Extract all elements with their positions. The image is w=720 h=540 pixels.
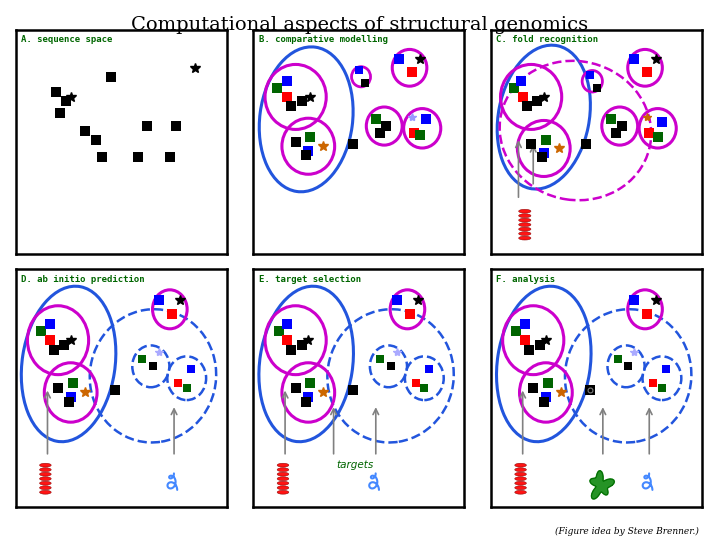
- Text: C. fold recognition: C. fold recognition: [496, 35, 598, 44]
- Ellipse shape: [515, 490, 526, 494]
- Ellipse shape: [518, 210, 531, 213]
- Ellipse shape: [518, 214, 531, 218]
- Ellipse shape: [518, 218, 531, 222]
- Ellipse shape: [277, 468, 289, 471]
- Text: F. analysis: F. analysis: [496, 275, 555, 284]
- Ellipse shape: [515, 477, 526, 481]
- Text: A. sequence space: A. sequence space: [21, 35, 112, 44]
- Text: Computational aspects of structural genomics: Computational aspects of structural geno…: [132, 16, 588, 34]
- Ellipse shape: [277, 472, 289, 476]
- Ellipse shape: [40, 481, 51, 485]
- Ellipse shape: [515, 468, 526, 471]
- Text: E. target selection: E. target selection: [258, 275, 361, 284]
- Ellipse shape: [518, 223, 531, 227]
- Ellipse shape: [40, 490, 51, 494]
- Ellipse shape: [518, 236, 531, 240]
- Ellipse shape: [277, 477, 289, 481]
- Ellipse shape: [40, 486, 51, 490]
- Polygon shape: [590, 471, 614, 499]
- Ellipse shape: [277, 490, 289, 494]
- Ellipse shape: [518, 232, 531, 235]
- Ellipse shape: [277, 486, 289, 490]
- Text: (Figure idea by Steve Brenner.): (Figure idea by Steve Brenner.): [554, 526, 698, 536]
- Ellipse shape: [40, 468, 51, 471]
- Ellipse shape: [518, 227, 531, 231]
- Ellipse shape: [515, 463, 526, 467]
- Ellipse shape: [515, 472, 526, 476]
- Ellipse shape: [40, 463, 51, 467]
- Text: B. comparative modelling: B. comparative modelling: [258, 35, 387, 44]
- Text: targets: targets: [336, 460, 374, 470]
- Text: D. ab initio prediction: D. ab initio prediction: [21, 275, 145, 284]
- Ellipse shape: [515, 481, 526, 485]
- Ellipse shape: [40, 472, 51, 476]
- Ellipse shape: [277, 463, 289, 467]
- Ellipse shape: [277, 481, 289, 485]
- Ellipse shape: [40, 477, 51, 481]
- Ellipse shape: [515, 486, 526, 490]
